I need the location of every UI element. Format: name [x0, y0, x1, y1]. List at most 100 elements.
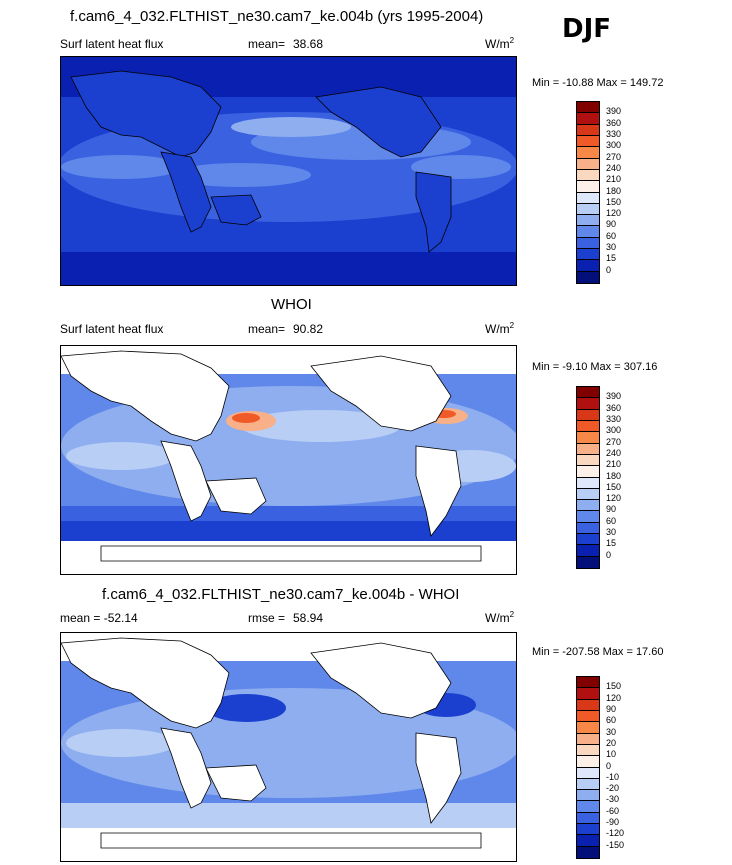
- colorbar-tick-label: 240: [606, 447, 622, 458]
- colorbar-tick-label: 0: [606, 760, 612, 771]
- colorbar-tick-label: 30: [606, 527, 617, 538]
- colorbar-segment: [577, 203, 599, 216]
- panel2-colorbar: [576, 386, 600, 569]
- colorbar-tick-label: 390: [606, 391, 622, 402]
- colorbar-segment: [577, 722, 599, 734]
- panel2-variable: Surf latent heat flux: [60, 322, 164, 336]
- colorbar-tick-label: 360: [606, 402, 622, 413]
- colorbar-tick-label: 210: [606, 459, 622, 470]
- colorbar-segment: [577, 477, 599, 489]
- colorbar-tick-label: 60: [606, 715, 617, 726]
- panel1-colorbar: [576, 101, 600, 284]
- panel1-mean-label: mean=: [248, 37, 286, 51]
- colorbar-segment: [577, 398, 599, 410]
- colorbar-segment: [577, 846, 599, 858]
- colorbar-tick-label: 90: [606, 219, 617, 230]
- panel3-title: f.cam6_4_032.FLTHIST_ne30.cam7_ke.004b -…: [102, 586, 460, 603]
- colorbar-segment: [577, 744, 599, 757]
- colorbar-segment: [577, 226, 599, 238]
- colorbar-tick-label: 60: [606, 230, 617, 241]
- colorbar-tick-label: 270: [606, 151, 622, 162]
- colorbar-segment: [577, 767, 599, 779]
- colorbar-segment: [577, 778, 599, 791]
- colorbar-tick-label: 150: [606, 681, 622, 692]
- colorbar-segment: [577, 237, 599, 250]
- colorbar-tick-label: -10: [606, 771, 620, 782]
- colorbar-segment: [577, 756, 599, 768]
- colorbar-segment: [577, 432, 599, 444]
- panel3-minmax: Min = -207.58 Max = 17.60: [532, 646, 664, 658]
- colorbar-segment: [577, 260, 599, 272]
- colorbar-segment: [577, 733, 599, 745]
- colorbar-segment: [577, 534, 599, 546]
- panel2-map: [60, 345, 517, 575]
- colorbar-tick-label: -120: [606, 828, 625, 839]
- colorbar-segment: [577, 835, 599, 847]
- panel3-rmse-label: rmse =: [248, 611, 286, 625]
- colorbar-tick-label: 10: [606, 749, 617, 760]
- colorbar-tick-label: -30: [606, 794, 620, 805]
- colorbar-tick-label: 120: [606, 208, 622, 219]
- colorbar-segment: [577, 135, 599, 148]
- colorbar-tick-label: 30: [606, 242, 617, 253]
- colorbar-tick-label: 15: [606, 253, 617, 264]
- colorbar-segment: [577, 688, 599, 700]
- colorbar-segment: [577, 271, 599, 283]
- run-title: f.cam6_4_032.FLTHIST_ne30.cam7_ke.004b (…: [70, 8, 484, 25]
- colorbar-segment: [577, 699, 599, 711]
- panel1-map: [60, 56, 517, 286]
- colorbar-tick-label: 300: [606, 425, 622, 436]
- colorbar-tick-label: 300: [606, 140, 622, 151]
- colorbar-tick-label: 90: [606, 703, 617, 714]
- colorbar-segment: [577, 790, 599, 802]
- colorbar-tick-label: 30: [606, 726, 617, 737]
- colorbar-segment: [577, 158, 599, 170]
- colorbar-segment: [577, 488, 599, 501]
- panel3-units: W/m2: [485, 610, 515, 625]
- panel3-map: [60, 632, 517, 862]
- colorbar-segment: [577, 677, 599, 689]
- colorbar-tick-label: 330: [606, 413, 622, 424]
- colorbar-tick-label: 0: [606, 549, 612, 560]
- panel2-minmax: Min = -9.10 Max = 307.16: [532, 361, 658, 373]
- colorbar-tick-label: 270: [606, 436, 622, 447]
- colorbar-tick-label: 360: [606, 117, 622, 128]
- panel1-minmax: Min = -10.88 Max = 149.72: [532, 77, 664, 89]
- colorbar-segment: [577, 113, 599, 125]
- colorbar-segment: [577, 710, 599, 723]
- colorbar-segment: [577, 801, 599, 813]
- colorbar-tick-label: 180: [606, 185, 622, 196]
- colorbar-tick-label: 390: [606, 106, 622, 117]
- colorbar-segment: [577, 124, 599, 136]
- colorbar-tick-label: 210: [606, 174, 622, 185]
- colorbar-segment: [577, 420, 599, 433]
- colorbar-tick-label: -150: [606, 839, 625, 850]
- colorbar-segment: [577, 511, 599, 523]
- colorbar-segment: [577, 192, 599, 204]
- colorbar-segment: [577, 215, 599, 227]
- panel3-colorbar: [576, 676, 600, 859]
- colorbar-segment: [577, 443, 599, 455]
- colorbar-tick-label: 180: [606, 470, 622, 481]
- colorbar-segment: [577, 409, 599, 421]
- colorbar-segment: [577, 387, 599, 399]
- colorbar-tick-label: 15: [606, 538, 617, 549]
- colorbar-tick-label: 90: [606, 504, 617, 515]
- season-label: DJF: [562, 14, 612, 44]
- colorbar-tick-label: 240: [606, 162, 622, 173]
- panel2-units: W/m2: [485, 321, 515, 336]
- colorbar-segment: [577, 812, 599, 825]
- panel2-mean-value: 90.82: [293, 322, 324, 336]
- panel2-mean-label: mean=: [248, 322, 286, 336]
- colorbar-segment: [577, 556, 599, 568]
- panel3-mean: mean = -52.14: [60, 611, 138, 625]
- colorbar-segment: [577, 169, 599, 182]
- panel1-mean-value: 38.68: [293, 37, 324, 51]
- panel2-title: WHOI: [271, 296, 312, 313]
- colorbar-tick-label: -90: [606, 817, 620, 828]
- colorbar-tick-label: 120: [606, 692, 622, 703]
- panel3-rmse-value: 58.94: [293, 611, 324, 625]
- colorbar-segment: [577, 545, 599, 557]
- colorbar-segment: [577, 466, 599, 478]
- colorbar-tick-label: 20: [606, 737, 617, 748]
